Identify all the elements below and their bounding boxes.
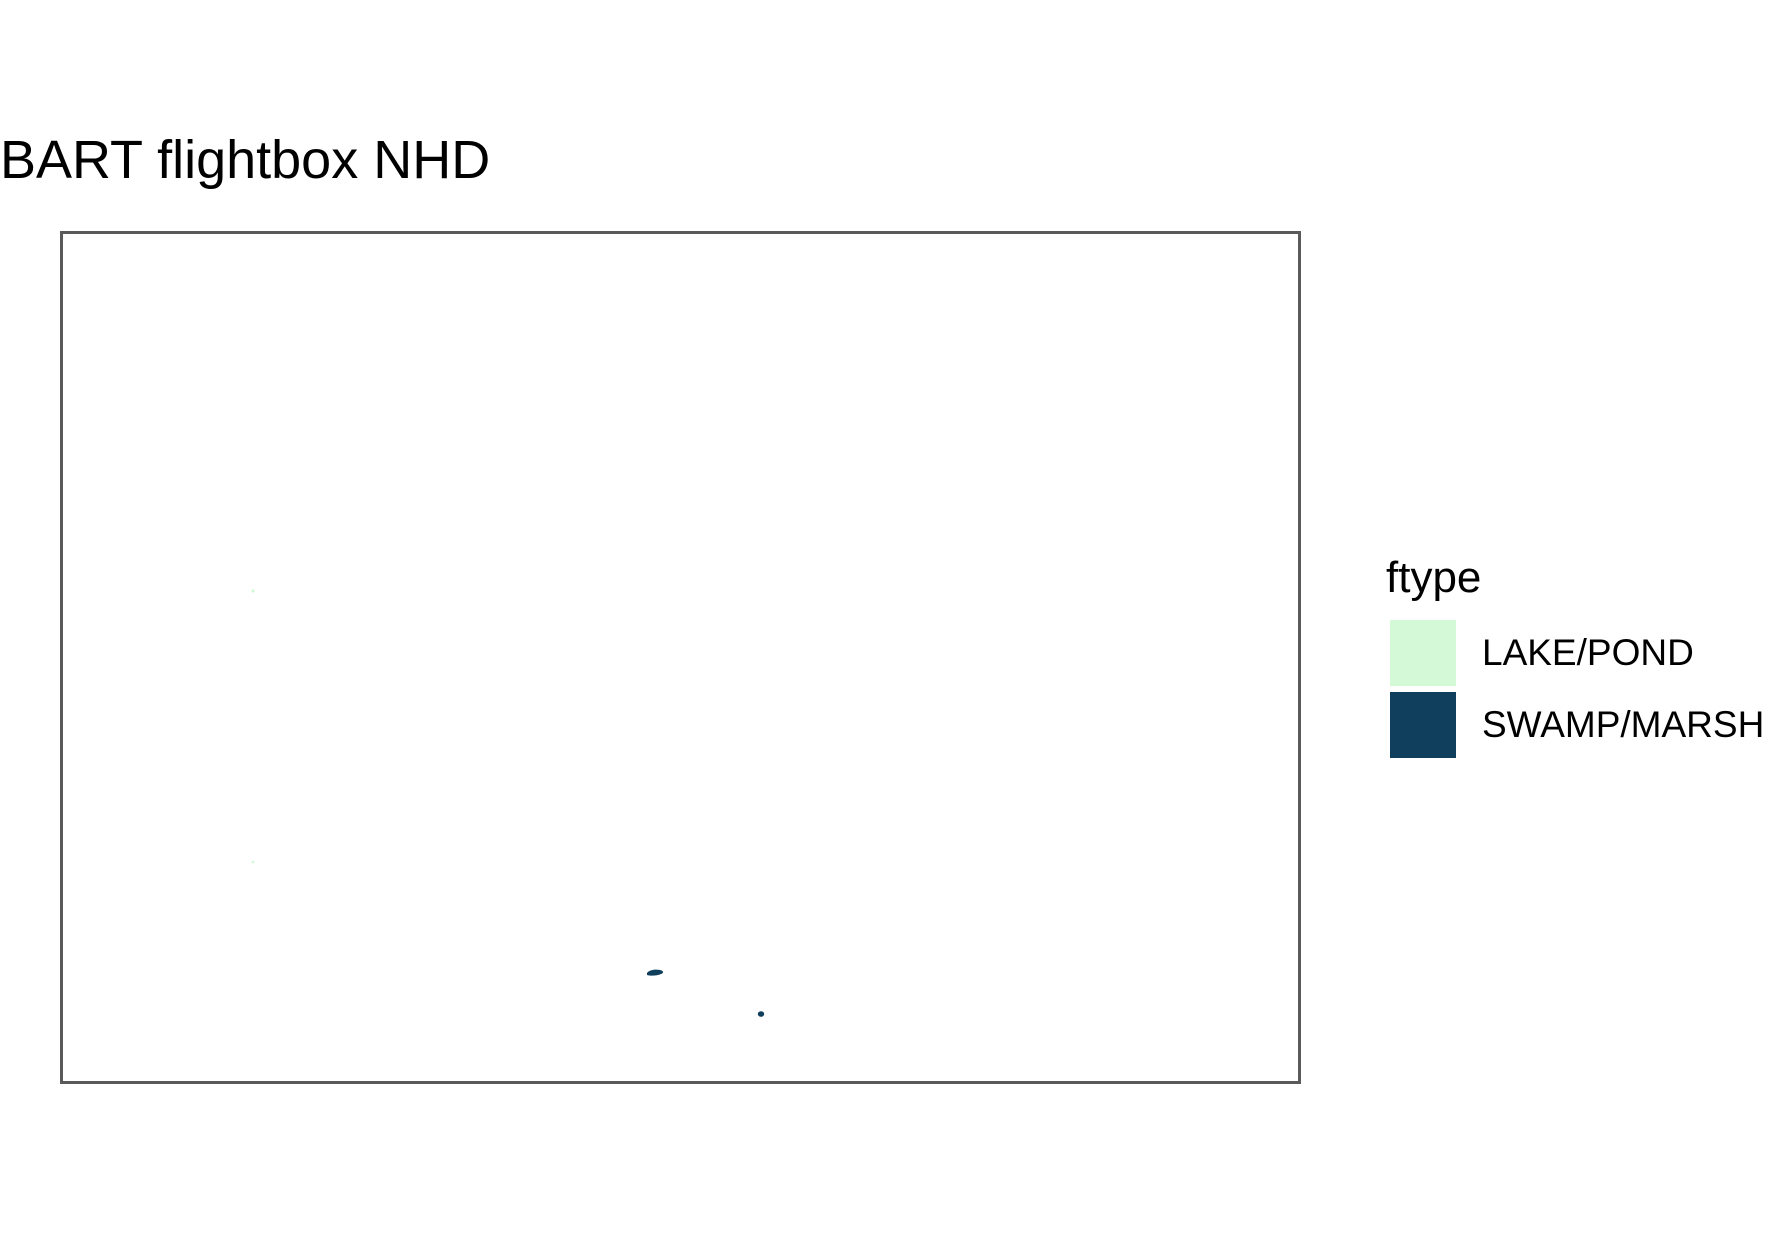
legend-label-swamp-marsh: SWAMP/MARSH bbox=[1482, 704, 1765, 745]
map-panel bbox=[60, 231, 1301, 1084]
legend-swatch-lake-pond bbox=[1390, 620, 1456, 686]
swamp-marsh-feature bbox=[647, 969, 664, 976]
legend-title: ftype bbox=[1386, 553, 1482, 602]
lake-pond-feature bbox=[251, 860, 255, 864]
map-title: BART flightbox NHD bbox=[0, 130, 491, 190]
legend-swatch-swamp-marsh bbox=[1390, 692, 1456, 758]
lake-pond-feature bbox=[251, 589, 255, 593]
legend-label-lake-pond: LAKE/POND bbox=[1482, 632, 1694, 673]
swamp-marsh-feature bbox=[757, 1011, 765, 1017]
swamp-marsh-features bbox=[647, 969, 765, 1017]
lake-pond-features bbox=[251, 589, 255, 864]
map-canvas bbox=[251, 589, 765, 1017]
